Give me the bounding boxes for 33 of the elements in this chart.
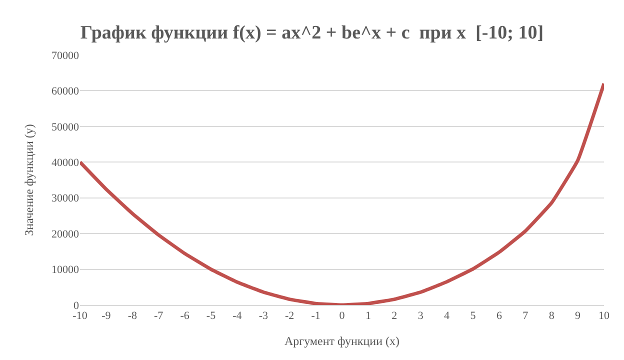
x-tick-label: 0: [339, 310, 346, 322]
y-tick-label: 60000: [52, 86, 80, 98]
y-tick-label: 10000: [52, 264, 80, 276]
x-tick-label: 3: [418, 310, 424, 322]
x-tick-label: 9: [575, 310, 582, 322]
x-tick-label: 1: [365, 310, 371, 322]
line-series: [80, 82, 604, 305]
x-tick-label: 10: [598, 310, 610, 322]
x-tick-label: -8: [128, 310, 138, 322]
x-axis-title: Аргумент функции (x): [284, 334, 400, 348]
y-tick-label: 0: [74, 300, 80, 312]
x-tick-label: -9: [102, 310, 112, 322]
x-tick-label: -3: [258, 310, 268, 322]
y-tick-label: 40000: [52, 156, 80, 169]
x-tick-label: 5: [470, 310, 476, 322]
x-tick-label: 4: [444, 310, 450, 322]
x-tick-label: -1: [311, 310, 320, 322]
y-tick-label: 50000: [52, 121, 80, 134]
chart-title: График функции f(x) = ax^2 + be^x + c при x [-10; 10]: [80, 22, 544, 44]
x-tick-label: 6: [496, 310, 502, 322]
x-tick-label: -6: [180, 310, 190, 322]
y-axis-title: Значение функции (y): [22, 124, 36, 236]
y-tick-label: 30000: [52, 192, 80, 205]
y-tick-label: 20000: [52, 228, 80, 240]
x-tick-label: -7: [154, 310, 164, 322]
x-tick-label: -4: [232, 310, 242, 322]
y-tick-label: 70000: [52, 50, 80, 62]
x-tick-label: 2: [392, 310, 398, 322]
x-tick-label: -5: [206, 310, 216, 322]
x-tick-label: -10: [72, 310, 88, 322]
x-tick-label: 8: [548, 310, 555, 322]
x-tick-label: 7: [522, 310, 529, 322]
x-tick-label: -2: [285, 310, 294, 322]
